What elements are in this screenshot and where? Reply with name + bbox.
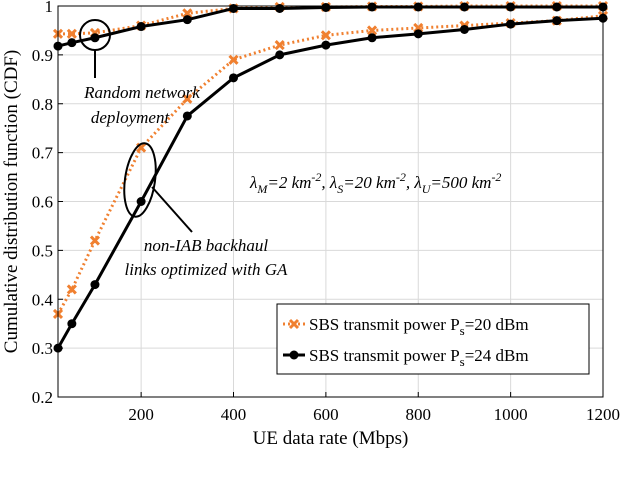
x-tick-label: 400: [221, 405, 247, 424]
y-tick-label: 0.9: [32, 46, 53, 65]
data-point-24dbm: [367, 2, 377, 12]
formula-val-s: =20 km: [343, 173, 396, 192]
legend-box: [276, 303, 590, 375]
y-axis-label: Cumulative distribution function (CDF): [1, 50, 22, 353]
data-point-20dbm: [320, 30, 331, 41]
x-tick-label: 600: [313, 405, 339, 424]
series-line-24dbm-upper: [57, 5, 603, 48]
data-point-24dbm: [321, 2, 331, 12]
formula-val-m: =2 km: [267, 173, 311, 192]
data-point-20dbm: [182, 8, 193, 19]
niab-ellipse: [123, 142, 157, 218]
legend-marker-20dbm: [288, 318, 300, 330]
x-axis-label: UE data rate (Mbps): [253, 428, 409, 449]
niab-arrow: [151, 186, 193, 233]
data-point-24dbm: [136, 197, 146, 206]
legend-20dbm-tail: =20 dBm: [465, 315, 529, 334]
legend-20dbm-sub: s: [460, 323, 465, 338]
legend-24dbm-main: SBS transmit power P: [309, 346, 460, 365]
data-point-24dbm: [459, 2, 469, 12]
data-point-24dbm: [367, 33, 377, 43]
formula-sub-m: M: [256, 182, 268, 196]
data-point-24dbm: [275, 50, 285, 60]
y-tick-label: 0.8: [32, 95, 53, 114]
data-point-24dbm: [67, 319, 77, 329]
data-point-20dbm: [182, 93, 193, 104]
data-point-20dbm: [367, 25, 378, 36]
y-tick-label: 0.3: [32, 339, 53, 358]
series-line-24dbm-lower: [56, 16, 604, 349]
y-tick-label: 0.5: [32, 241, 53, 260]
legend-20dbm-main: SBS transmit power P: [309, 315, 460, 334]
data-point-24dbm: [136, 22, 146, 32]
x-tick-label: 1000: [494, 405, 528, 424]
formula-exp-s: -2: [396, 170, 406, 184]
random-deployment-line2: deployment: [91, 108, 171, 127]
legend-24dbm-sub: s: [460, 354, 465, 369]
data-point-24dbm: [413, 29, 423, 39]
data-point-24dbm: [413, 2, 423, 12]
data-point-20dbm: [66, 28, 77, 39]
data-point-24dbm: [229, 3, 239, 13]
y-tick-label: 1: [45, 0, 54, 16]
formula-sub-s: S: [337, 182, 343, 196]
formula-sub-u: U: [422, 182, 432, 196]
data-point-24dbm: [182, 15, 192, 25]
formula-lambda-s: , λ: [321, 173, 337, 192]
data-point-24dbm: [275, 3, 285, 13]
niab-line2: links optimized with GA: [125, 260, 289, 279]
formula-lambda-u: , λ: [406, 173, 422, 192]
data-point-20dbm: [228, 54, 239, 65]
data-point-20dbm: [274, 40, 285, 51]
data-point-24dbm: [321, 40, 331, 50]
density-formula: λM=2 km-2, λS=20 km-2, λU=500 km-2: [249, 170, 501, 196]
x-tick-label: 200: [128, 405, 154, 424]
legend: SBS transmit power Ps=20 dBm SBS transmi…: [276, 303, 590, 375]
x-tick-label: 800: [406, 405, 432, 424]
y-tick-label: 0.7: [32, 144, 54, 163]
formula-exp-u: -2: [491, 170, 501, 184]
data-point-20dbm: [66, 284, 77, 295]
formula-lambda-m: λ: [249, 173, 257, 192]
legend-label-20dbm: SBS transmit power Ps=20 dBm: [309, 315, 529, 338]
data-point-24dbm: [229, 73, 239, 83]
data-point-24dbm: [552, 2, 562, 12]
x-tick-label: 1200: [586, 405, 620, 424]
series-layer: [52, 0, 609, 353]
data-point-24dbm: [90, 33, 100, 43]
y-tick-label: 0.4: [32, 290, 54, 309]
data-point-24dbm: [459, 24, 469, 34]
data-point-24dbm: [506, 19, 516, 29]
legend-24dbm-tail: =24 dBm: [465, 346, 529, 365]
niab-line1: non-IAB backhaul: [144, 236, 268, 255]
axis-ticks: 200 400 600 800 1000 1200 0.2 0.3 0.4 0.5 0.6 0.7 0.…: [32, 0, 620, 424]
legend-marker-24dbm: [289, 350, 299, 360]
y-tick-label: 0.6: [32, 193, 53, 212]
y-tick-label: 0.2: [32, 388, 53, 407]
data-point-20dbm: [89, 235, 101, 246]
data-point-24dbm: [506, 2, 516, 12]
data-point-24dbm: [552, 16, 562, 26]
random-deployment-line1: Random network: [83, 83, 200, 102]
data-point-24dbm: [90, 280, 100, 290]
formula-val-u: =500 km: [430, 173, 491, 192]
data-point-24dbm: [67, 38, 77, 48]
legend-label-24dbm: SBS transmit power Ps=24 dBm: [309, 346, 529, 369]
data-point-24dbm: [182, 111, 192, 121]
formula-exp-m: -2: [311, 170, 321, 184]
annotations: Random network deployment non-IAB backha…: [79, 19, 501, 279]
